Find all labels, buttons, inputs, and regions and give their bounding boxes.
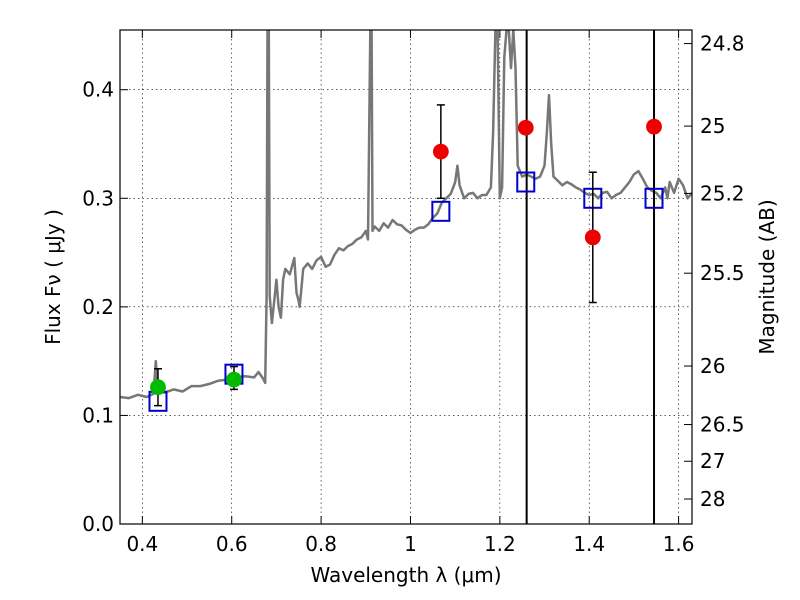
y-tick-label: 0.2 bbox=[82, 295, 114, 319]
plot-frame bbox=[119, 29, 693, 525]
y-right-tick-label: 25.5 bbox=[700, 261, 745, 285]
y-tick-label: 0.0 bbox=[82, 512, 114, 536]
observed-point-red bbox=[432, 143, 449, 160]
observed-point-red bbox=[584, 229, 601, 246]
x-tick-label: 1.6 bbox=[663, 532, 695, 556]
model-spectrum-layer bbox=[120, 30, 692, 400]
y-tick-label: 0.4 bbox=[82, 78, 114, 102]
observed-point-red bbox=[517, 119, 534, 136]
observed-point-green bbox=[150, 379, 166, 396]
y-tick-label: 0.3 bbox=[82, 186, 114, 210]
y-right-tick-label: 28 bbox=[700, 487, 725, 511]
y-axis-label: Flux Fν ( μJy ) bbox=[41, 209, 65, 345]
x-tick-label: 1.4 bbox=[573, 532, 605, 556]
vertical-lines-layer bbox=[525, 30, 656, 524]
model-photometry-square bbox=[516, 171, 536, 193]
y-right-tick-label: 25 bbox=[700, 114, 725, 138]
axis-tick-labels: 0.4 0.6 0.8 1 1.2 1.4 1.6 0.0 0.1 0.2 0.3 0.4 24.8 25… bbox=[82, 32, 744, 556]
x-tick-label: 1 bbox=[404, 532, 417, 556]
y-axis-right-label: Magnitude (AB) bbox=[755, 199, 779, 354]
model-spectrum-line bbox=[120, 30, 692, 400]
grid-lines bbox=[120, 30, 692, 525]
observed-point-red bbox=[646, 118, 662, 135]
x-axis-label: Wavelength λ (μm) bbox=[310, 563, 501, 587]
y-right-tick-label: 24.8 bbox=[700, 32, 745, 56]
observed-point-green bbox=[226, 371, 242, 388]
axis-ticks bbox=[120, 30, 692, 525]
y-right-tick-label: 26.5 bbox=[700, 413, 745, 437]
x-tick-label: 0.6 bbox=[216, 532, 248, 556]
errorbars-layer bbox=[153, 104, 597, 407]
x-tick-label: 0.4 bbox=[126, 532, 158, 556]
y-tick-label: 0.1 bbox=[82, 403, 114, 427]
observed-points-layer bbox=[150, 118, 662, 396]
model-photometry-square bbox=[431, 200, 451, 222]
x-tick-label: 1.2 bbox=[484, 532, 516, 556]
y-right-tick-label: 26 bbox=[700, 354, 725, 378]
y-right-tick-label: 27 bbox=[700, 449, 725, 473]
model-photometry-layer bbox=[148, 171, 664, 412]
x-tick-label: 0.8 bbox=[305, 532, 337, 556]
model-photometry-square bbox=[644, 187, 664, 209]
y-right-tick-label: 25.2 bbox=[700, 181, 745, 205]
